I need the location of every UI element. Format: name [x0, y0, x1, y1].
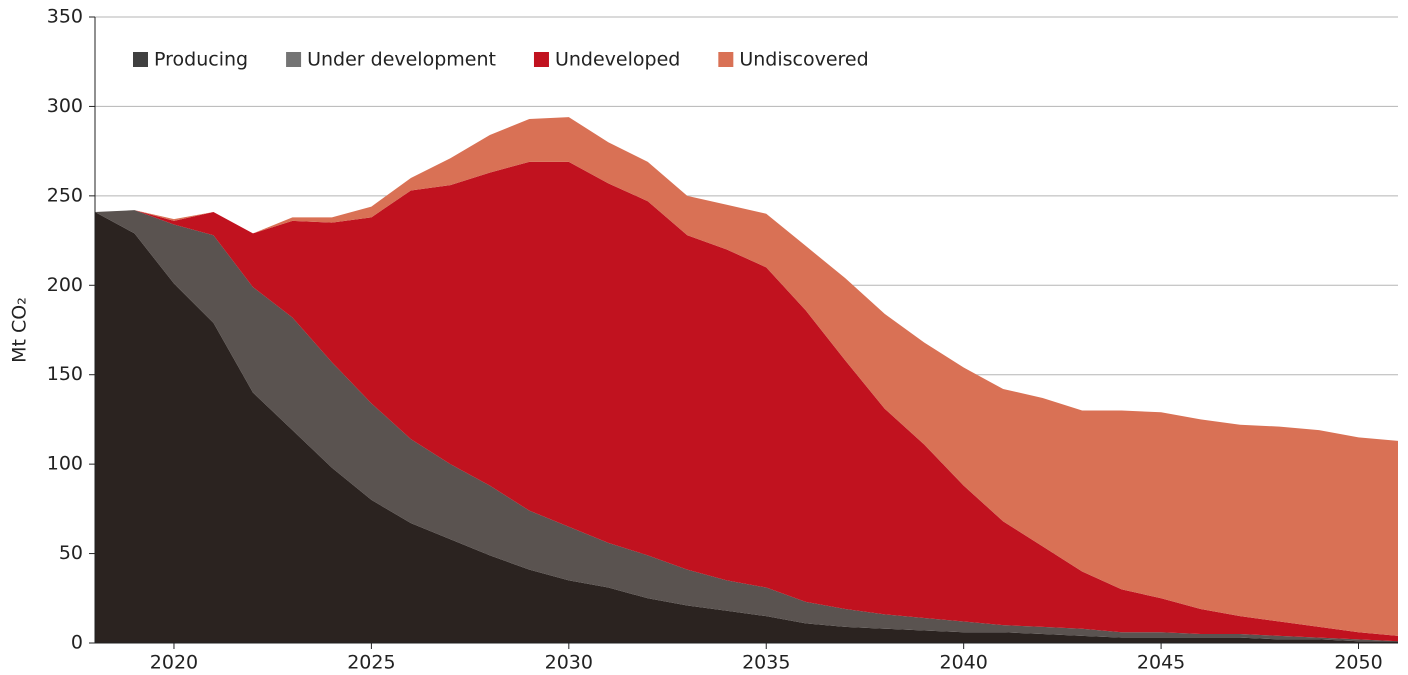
x-tick-label: 2045 — [1137, 652, 1185, 674]
y-tick-label: 300 — [47, 95, 83, 117]
y-tick-label: 150 — [47, 363, 83, 385]
legend-swatch — [533, 52, 549, 67]
y-tick-label: 0 — [71, 632, 83, 654]
x-tick-label: 2025 — [347, 652, 395, 674]
legend-label: Undeveloped — [555, 49, 680, 71]
area — [95, 161, 1398, 642]
x-tick-label: 2040 — [939, 652, 987, 674]
area — [95, 211, 1398, 643]
y-tick-label: 200 — [47, 274, 83, 296]
legend-label: Undiscovered — [739, 49, 868, 71]
y-tick-label: 100 — [47, 453, 83, 475]
legend-label: Producing — [154, 49, 248, 71]
legend-swatch — [286, 52, 302, 67]
y-tick-label: 350 — [47, 6, 83, 28]
y-axis-label: Mt CO₂ — [9, 297, 31, 363]
y-tick-label: 50 — [59, 542, 83, 564]
legend-swatch — [133, 52, 148, 67]
x-tick-label: 2020 — [150, 652, 198, 674]
x-tick-label: 2035 — [742, 652, 790, 674]
y-tick-label: 250 — [47, 184, 83, 206]
x-tick-label: 2030 — [545, 652, 593, 674]
x-tick-label: 2050 — [1334, 652, 1382, 674]
area — [95, 210, 1398, 642]
legend-label: Under development — [307, 49, 496, 71]
legend-swatch — [718, 52, 734, 67]
area — [95, 117, 1398, 636]
